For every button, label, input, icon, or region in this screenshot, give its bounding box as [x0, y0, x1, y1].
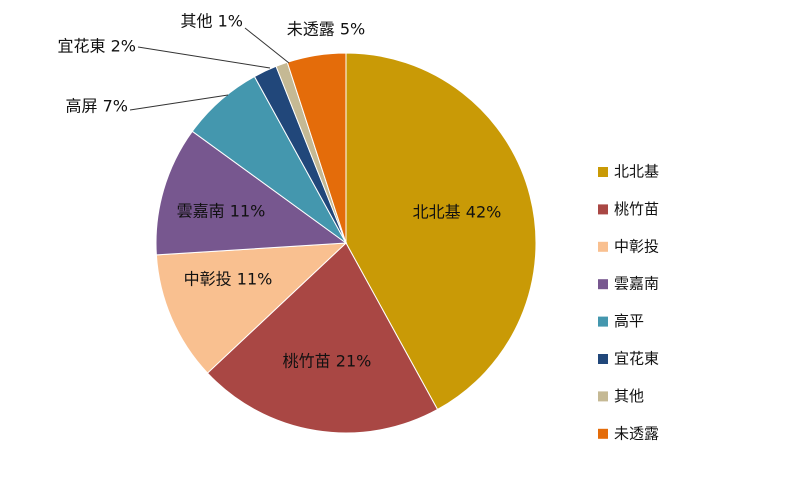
legend-swatch	[598, 354, 608, 364]
legend-swatch	[598, 204, 608, 215]
data-label: 其他 1%	[181, 12, 243, 31]
legend-swatch	[598, 241, 608, 252]
legend-swatch	[598, 279, 608, 290]
leader-line	[244, 27, 290, 64]
leader-line	[137, 46, 271, 69]
legend-label: 中彰投	[614, 237, 659, 255]
legend-label: 北北基	[614, 163, 659, 181]
data-label: 桃竹苗 21%	[283, 352, 372, 371]
legend-label: 高平	[614, 312, 644, 330]
data-labels: 北北基 42% 桃竹苗 21% 中彰投 11% 雲嘉南 11% 高屏 7% 宜花東 2% 其…	[58, 12, 502, 371]
legend-label: 宜花東	[614, 350, 659, 368]
pie-slice	[155, 130, 348, 256]
legend-swatch	[598, 167, 608, 177]
data-label: 高屏 7%	[66, 97, 128, 116]
pie-slice	[345, 52, 537, 411]
leader-line	[129, 94, 229, 111]
data-label: 北北基 42%	[413, 203, 502, 222]
data-label: 中彰投 11%	[184, 270, 273, 289]
data-label: 雲嘉南 11%	[177, 202, 266, 221]
legend-label: 雲嘉南	[614, 275, 659, 293]
legend-label: 未透露	[614, 424, 659, 442]
data-label: 未透露 5%	[287, 20, 365, 39]
legend-swatch	[598, 316, 608, 327]
legend-swatch	[598, 391, 608, 402]
pie	[155, 52, 537, 434]
data-label: 宜花東 2%	[58, 37, 136, 56]
legend-swatch	[598, 428, 608, 439]
pie-slice	[155, 242, 348, 374]
legend-label: 桃竹苗	[614, 200, 659, 218]
legend-label: 其他	[614, 387, 644, 405]
pie-slice	[206, 242, 439, 434]
